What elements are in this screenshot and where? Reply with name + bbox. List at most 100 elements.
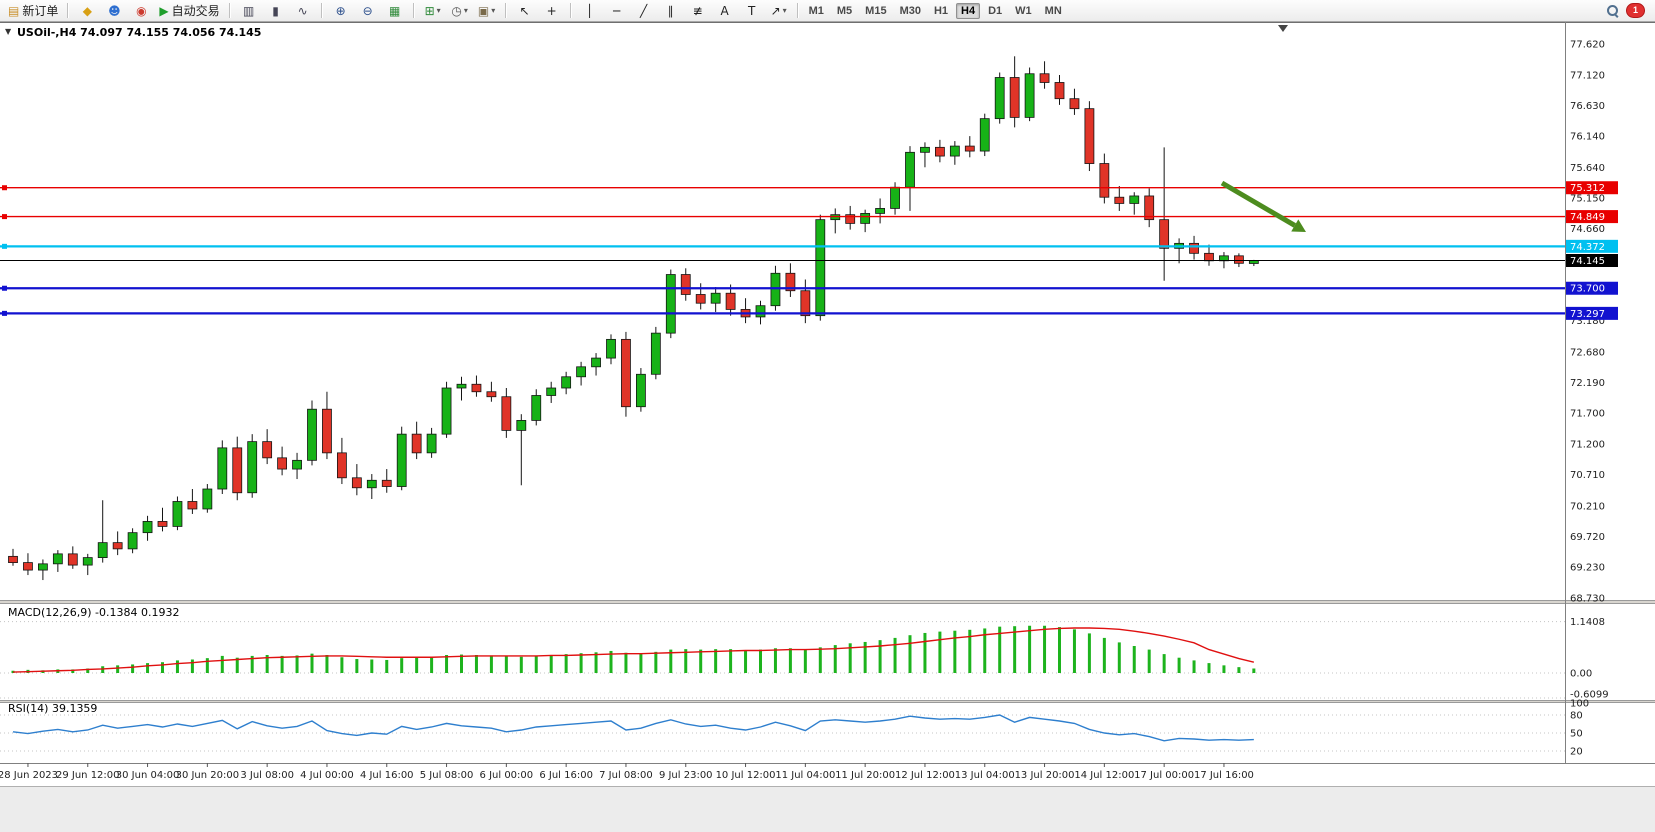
toolbar-separator — [569, 3, 572, 18]
svg-text:75.312: 75.312 — [1570, 183, 1605, 194]
trendline-button[interactable]: ╱ — [631, 1, 657, 21]
chart-bars-button[interactable]: ▥ — [236, 1, 262, 21]
timeframe-w1[interactable]: W1 — [1015, 4, 1032, 17]
time-axis-label: 4 Jul 16:00 — [360, 770, 414, 781]
timeframe-h1[interactable]: H1 — [933, 4, 949, 17]
candle — [860, 209, 871, 233]
vertical-line-button[interactable]: │ — [577, 1, 603, 21]
candle — [576, 361, 586, 386]
candlestick-icon: ▮ — [272, 3, 279, 18]
macd-header: MACD(12,26,9) -0.1384 0.1932 — [8, 606, 180, 619]
trend-arrow-annotation[interactable] — [1220, 180, 1306, 232]
resistance-line-2-handle[interactable] — [2, 214, 7, 220]
candle — [292, 452, 302, 480]
dropdown-caret-icon: ▾ — [782, 6, 787, 15]
chart-line-button[interactable]: ∿ — [290, 1, 316, 21]
timeframe-m15[interactable]: M15 — [865, 4, 887, 17]
price-axis-label: 71.700 — [1570, 408, 1605, 419]
indicators-icon: ⊞ — [424, 3, 435, 18]
chart-menu-icon[interactable]: ▼ — [5, 27, 12, 36]
resistance-line-1-handle[interactable] — [2, 185, 7, 191]
market-icon: ◆ — [82, 3, 92, 18]
support-line-2-handle[interactable] — [2, 310, 7, 316]
text-button[interactable]: A — [712, 1, 738, 21]
chart-shift-marker[interactable] — [1278, 25, 1288, 32]
zoom-out-button[interactable]: ⊖ — [355, 1, 381, 21]
timeframe-mn[interactable]: MN — [1044, 4, 1062, 17]
toolbar-timeframes: M1 M5 M15 M30 H1 H4 D1 W1 MN — [803, 2, 1068, 19]
price-axis-label: 76.630 — [1570, 101, 1605, 112]
search-icon[interactable] — [1605, 3, 1620, 18]
svg-text:73.297: 73.297 — [1570, 309, 1605, 320]
candle — [426, 427, 437, 458]
candle — [516, 414, 527, 486]
chart-candles-button[interactable]: ▮ — [263, 1, 289, 21]
cursor-button[interactable]: ↖ — [512, 1, 538, 21]
candle — [202, 484, 213, 513]
tile-windows-button[interactable]: ▦ — [382, 1, 408, 21]
support-line-1-handle[interactable] — [2, 285, 7, 291]
candle — [396, 426, 407, 491]
timeframe-m1[interactable]: M1 — [808, 4, 824, 17]
indicators-button[interactable]: ⊞ ▾ — [420, 1, 446, 21]
candle — [322, 391, 332, 460]
candle — [845, 205, 856, 230]
svg-text:73.700: 73.700 — [1570, 284, 1605, 295]
candle — [8, 548, 18, 566]
chart-title: USOil-,H4 74.097 74.155 74.056 74.145 — [17, 26, 262, 39]
candle — [636, 368, 646, 412]
auto-trading-button[interactable]: ▶ 自动交易 — [155, 1, 223, 21]
crosshair-button[interactable]: + — [539, 1, 565, 21]
templates-button[interactable]: ▣ ▾ — [474, 1, 500, 21]
candle — [935, 139, 945, 163]
notification-badge[interactable]: 1 — [1626, 3, 1645, 18]
candle — [127, 528, 138, 554]
candle — [97, 500, 108, 563]
candle — [606, 334, 616, 365]
horizontal-line-button[interactable]: ─ — [604, 1, 630, 21]
macd-signal-line — [12, 627, 1255, 673]
price-axis-label: 72.190 — [1570, 378, 1605, 389]
market-button[interactable]: ◆ — [74, 1, 100, 21]
chart-background — [0, 22, 1655, 786]
timeframe-m30[interactable]: M30 — [899, 4, 921, 17]
mql5-button[interactable]: ◉ — [128, 1, 154, 21]
time-axis-label: 6 Jul 16:00 — [539, 770, 593, 781]
price-axis-label: 75.640 — [1570, 163, 1605, 174]
zoom-in-button[interactable]: ⊕ — [328, 1, 354, 21]
price-axis-label: 70.210 — [1570, 501, 1605, 512]
candle — [665, 269, 676, 339]
new-order-button[interactable]: ▤ 新订单 — [4, 1, 62, 21]
timeframe-h4[interactable]: H4 — [956, 2, 981, 19]
candle — [23, 553, 33, 576]
timeframe-m5[interactable]: M5 — [836, 4, 853, 17]
timeframe-d1[interactable]: D1 — [988, 4, 1003, 17]
candle — [1099, 153, 1110, 204]
community-button[interactable]: ☻ — [101, 1, 127, 21]
fibonacci-icon: ≢ — [692, 3, 703, 18]
periods-button[interactable]: ◷ ▾ — [447, 1, 473, 21]
globe-icon: ◉ — [136, 3, 147, 18]
candle — [1009, 56, 1020, 128]
candle — [277, 446, 288, 476]
rsi-axis-label: 50 — [1570, 729, 1583, 740]
macd-axis-label: -0.6099 — [1570, 690, 1609, 701]
fibonacci-button[interactable]: ≢ — [685, 1, 711, 21]
time-axis-label: 10 Jul 12:00 — [716, 770, 776, 781]
price-axis-label: 71.200 — [1570, 440, 1605, 451]
text-label-button[interactable]: T — [739, 1, 765, 21]
candle — [232, 436, 243, 501]
time-axis-label: 4 Jul 00:00 — [300, 770, 354, 781]
cyan-level-line-handle[interactable] — [2, 243, 7, 249]
macd-panel-splitter[interactable] — [0, 600, 1655, 604]
price-axis-label: 72.680 — [1570, 347, 1605, 358]
time-axis-label: 29 Jun 12:00 — [56, 770, 120, 781]
arrows-button[interactable]: ↗ ▾ — [766, 1, 792, 21]
candle — [1159, 147, 1170, 281]
rsi-panel-splitter[interactable] — [0, 700, 1655, 703]
channel-button[interactable]: ∥ — [658, 1, 684, 21]
candle — [531, 389, 542, 426]
candle — [366, 474, 377, 499]
time-axis-label: 17 Jul 00:00 — [1134, 770, 1194, 781]
